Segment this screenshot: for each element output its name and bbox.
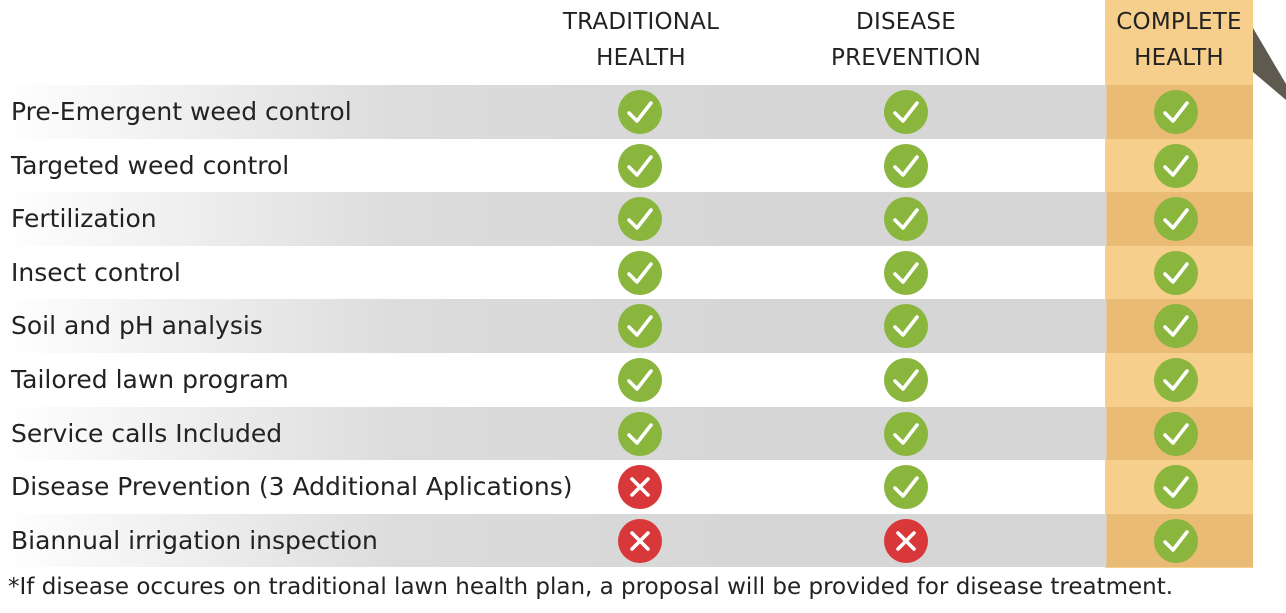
check-circle-icon — [618, 250, 662, 295]
table-row: Insect control — [0, 246, 1253, 300]
column-header-line2: HEALTH — [596, 45, 686, 71]
comparison-table: Pre-Emergent weed control Targeted weed c… — [0, 85, 1253, 568]
check-circle-icon — [618, 357, 662, 402]
check-circle-icon — [1154, 197, 1198, 242]
row-label: Insect control — [11, 257, 181, 287]
table-row: Tailored lawn program — [0, 353, 1253, 407]
row-label: Tailored lawn program — [11, 364, 289, 394]
check-circle-icon — [884, 197, 928, 242]
table-row: Fertilization — [0, 192, 1253, 246]
check-circle-icon — [1154, 465, 1198, 510]
column-header-complete-health: COMPLETE HEALTH — [1105, 4, 1253, 76]
row-label: Pre-Emergent weed control — [11, 97, 352, 126]
cross-circle-icon — [884, 518, 928, 563]
column-header-line1: COMPLETE — [1116, 9, 1242, 35]
check-circle-icon — [884, 143, 928, 188]
row-label: Disease Prevention (3 Additional Aplicat… — [11, 472, 573, 502]
check-circle-icon — [884, 465, 928, 510]
check-circle-icon — [618, 143, 662, 188]
row-label: Soil and pH analysis — [11, 311, 263, 341]
column-header-line2: HEALTH — [1134, 45, 1224, 71]
check-circle-icon — [1154, 250, 1198, 295]
check-circle-icon — [884, 357, 928, 402]
plan-header: TRADITIONAL HEALTH DISEASE PREVENTION CO… — [0, 0, 1286, 85]
column-header-line2: PREVENTION — [831, 45, 981, 71]
table-row: Biannual irrigation inspection — [0, 513, 1253, 568]
table-row: Soil and pH analysis — [0, 299, 1253, 353]
row-label: Service calls Included — [11, 418, 283, 448]
column-header-traditional: TRADITIONAL HEALTH — [541, 4, 741, 76]
row-label: Fertilization — [11, 204, 157, 234]
check-circle-icon — [618, 304, 662, 349]
check-circle-icon — [884, 304, 928, 349]
check-circle-icon — [1154, 518, 1198, 563]
cross-circle-icon — [618, 465, 662, 510]
row-label: Biannual irrigation inspection — [11, 525, 378, 555]
check-circle-icon — [884, 411, 928, 456]
column-header-line1: TRADITIONAL — [562, 9, 720, 35]
check-circle-icon — [1154, 90, 1198, 134]
table-row: Targeted weed control — [0, 139, 1253, 193]
check-circle-icon — [618, 90, 662, 134]
check-circle-icon — [1154, 304, 1198, 349]
ribbon-fold-shape — [1253, 0, 1286, 100]
check-circle-icon — [1154, 143, 1198, 188]
column-header-disease-prevention: DISEASE PREVENTION — [806, 4, 1006, 76]
table-row: Pre-Emergent weed control — [0, 85, 1253, 139]
row-label: Targeted weed control — [11, 150, 290, 180]
footnote: *If disease occures on traditional lawn … — [8, 574, 1174, 600]
check-circle-icon — [1154, 411, 1198, 456]
table-row: Disease Prevention (3 Additional Aplicat… — [0, 460, 1253, 514]
check-circle-icon — [618, 411, 662, 456]
cross-circle-icon — [618, 518, 662, 563]
check-circle-icon — [884, 90, 928, 134]
check-circle-icon — [1154, 357, 1198, 402]
table-row: Service calls Included — [0, 406, 1253, 461]
check-circle-icon — [884, 250, 928, 295]
column-header-line1: DISEASE — [856, 9, 956, 35]
check-circle-icon — [618, 197, 662, 242]
